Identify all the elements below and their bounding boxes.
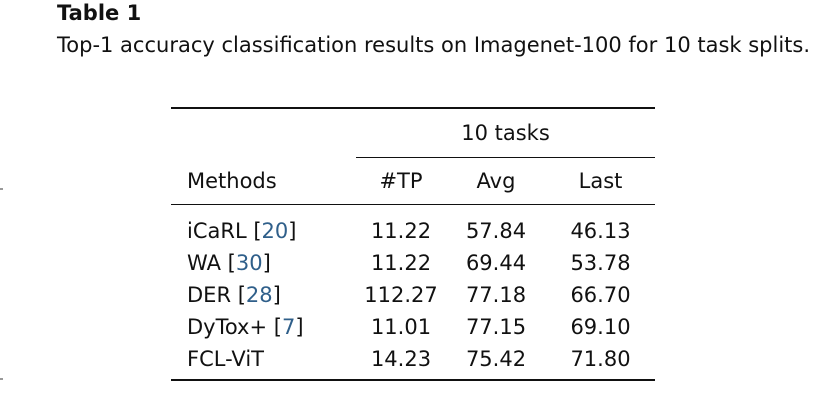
table-row: WA [30] 11.22 69.44 53.78 <box>171 247 655 279</box>
tp-cell: 11.22 <box>370 251 432 275</box>
last-cell: 46.13 <box>570 219 631 243</box>
method-close: ] <box>295 315 304 339</box>
method-cell: WA [30] <box>171 247 356 279</box>
group-header-spacer <box>171 108 356 158</box>
tp-cell: 11.22 <box>370 219 432 243</box>
method-close: ] <box>262 251 271 275</box>
last-cell: 53.78 <box>570 251 631 275</box>
tp-cell: 14.23 <box>370 347 432 371</box>
last-cell: 66.70 <box>570 283 631 307</box>
citation-link[interactable]: 28 <box>245 283 273 307</box>
last-cell: 69.10 <box>570 315 631 339</box>
method-cell: iCaRL [20] <box>171 205 356 248</box>
citation-link[interactable]: 7 <box>281 315 296 339</box>
column-header-methods: Methods <box>171 157 356 205</box>
table-row: iCaRL [20] 11.22 57.84 46.13 <box>171 205 655 248</box>
column-header-tp: #TP <box>356 157 446 205</box>
avg-cell: 69.44 <box>465 251 527 275</box>
method-cell: DER [28] <box>171 279 356 311</box>
tp-cell: 11.01 <box>370 315 432 339</box>
table-row: FCL-ViT 14.23 75.42 71.80 <box>171 343 655 380</box>
method-close: ] <box>288 219 297 243</box>
margin-mark <box>0 378 3 380</box>
avg-cell: 75.42 <box>465 347 527 371</box>
table-row: DER [28] 112.27 77.18 66.70 <box>171 279 655 311</box>
table-caption: Table 1 Top-1 accuracy classification re… <box>57 0 817 61</box>
column-header-row: Methods #TP Avg Last <box>171 157 655 205</box>
method-cell: FCL-ViT <box>171 343 356 380</box>
margin-mark <box>0 188 3 190</box>
method-name: DyTox+ [ <box>187 315 282 339</box>
group-header-10-tasks: 10 tasks <box>356 108 655 158</box>
column-header-avg: Avg <box>446 157 546 205</box>
method-name: FCL-ViT <box>187 347 264 371</box>
method-name: DER [ <box>187 283 246 307</box>
caption-label: Table 1 <box>57 1 142 25</box>
method-name: WA [ <box>187 251 236 275</box>
column-header-last: Last <box>546 157 655 205</box>
group-header-row: 10 tasks <box>171 108 655 158</box>
avg-cell: 77.15 <box>465 315 527 339</box>
method-cell: DyTox+ [7] <box>171 311 356 343</box>
avg-cell: 57.84 <box>465 219 527 243</box>
method-name: iCaRL [ <box>187 219 262 243</box>
results-table: 10 tasks Methods #TP Avg Last iCaRL [20]… <box>171 107 655 381</box>
method-close: ] <box>272 283 281 307</box>
caption-text: Top-1 accuracy classification results on… <box>57 33 811 57</box>
last-cell-best: 71.80 <box>570 347 631 371</box>
tp-cell: 112.27 <box>364 283 438 307</box>
avg-cell-best: 77.18 <box>465 283 527 307</box>
table-row: DyTox+ [7] 11.01 77.15 69.10 <box>171 311 655 343</box>
citation-link[interactable]: 30 <box>235 251 263 275</box>
citation-link[interactable]: 20 <box>261 219 289 243</box>
